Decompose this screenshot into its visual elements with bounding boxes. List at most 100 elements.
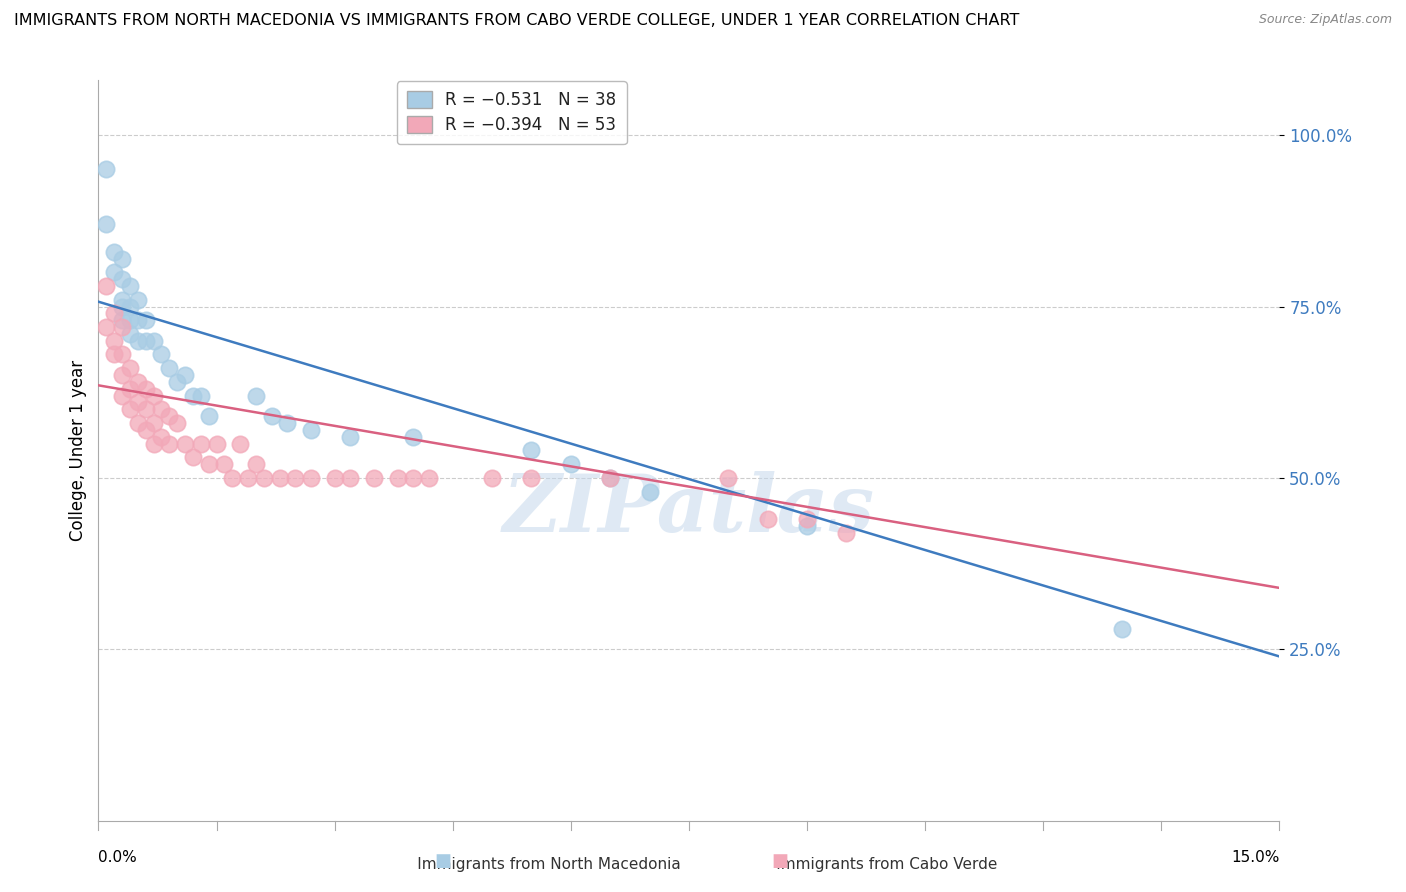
Point xyxy=(127,313,149,327)
Text: 0.0%: 0.0% xyxy=(98,850,138,865)
Point xyxy=(111,313,134,327)
Point xyxy=(174,368,197,382)
Point xyxy=(96,217,118,231)
Point xyxy=(418,471,440,485)
Point xyxy=(796,519,818,533)
Point xyxy=(174,436,197,450)
Point xyxy=(402,471,425,485)
Point xyxy=(111,347,134,361)
Point xyxy=(127,293,149,307)
Point xyxy=(127,416,149,430)
Point xyxy=(135,334,157,348)
Point xyxy=(150,347,173,361)
Point xyxy=(299,423,322,437)
Point xyxy=(276,416,298,430)
Y-axis label: College, Under 1 year: College, Under 1 year xyxy=(69,359,87,541)
Point xyxy=(560,457,582,471)
Point xyxy=(103,334,125,348)
Point xyxy=(118,313,141,327)
Point xyxy=(142,389,165,403)
Point xyxy=(260,409,283,424)
Point xyxy=(253,471,276,485)
Point xyxy=(135,423,157,437)
Point xyxy=(166,375,188,389)
Point xyxy=(245,389,267,403)
Point xyxy=(111,320,134,334)
Point xyxy=(520,471,543,485)
Point xyxy=(150,402,173,417)
Point xyxy=(402,430,425,444)
Point xyxy=(127,375,149,389)
Point xyxy=(103,306,125,320)
Point xyxy=(205,436,228,450)
Point xyxy=(520,443,543,458)
Point xyxy=(339,430,361,444)
Point xyxy=(363,471,385,485)
Point xyxy=(111,252,134,266)
Point xyxy=(323,471,346,485)
Point xyxy=(96,279,118,293)
Point xyxy=(157,361,180,376)
Point xyxy=(118,326,141,341)
Point xyxy=(111,389,134,403)
Point xyxy=(135,402,157,417)
Point xyxy=(111,368,134,382)
Legend: R = −0.531   N = 38, R = −0.394   N = 53: R = −0.531 N = 38, R = −0.394 N = 53 xyxy=(396,81,627,145)
Point xyxy=(118,402,141,417)
Point xyxy=(150,430,173,444)
Point xyxy=(190,389,212,403)
Point xyxy=(111,300,134,314)
Point xyxy=(103,347,125,361)
Point xyxy=(269,471,291,485)
Point xyxy=(181,450,204,465)
Point xyxy=(299,471,322,485)
Point xyxy=(197,457,219,471)
Point xyxy=(157,436,180,450)
Point xyxy=(135,313,157,327)
Point xyxy=(284,471,307,485)
Point xyxy=(96,162,118,177)
Text: ■: ■ xyxy=(772,852,789,870)
Point xyxy=(103,265,125,279)
Point xyxy=(221,471,243,485)
Text: 15.0%: 15.0% xyxy=(1232,850,1279,865)
Point xyxy=(245,457,267,471)
Text: Source: ZipAtlas.com: Source: ZipAtlas.com xyxy=(1258,13,1392,27)
Point xyxy=(197,409,219,424)
Text: Immigrants from Cabo Verde: Immigrants from Cabo Verde xyxy=(747,857,997,872)
Point xyxy=(118,300,141,314)
Point xyxy=(387,471,409,485)
Point xyxy=(835,525,858,540)
Point xyxy=(181,389,204,403)
Point xyxy=(1111,622,1133,636)
Point xyxy=(190,436,212,450)
Point xyxy=(166,416,188,430)
Point xyxy=(796,512,818,526)
Text: ■: ■ xyxy=(434,852,451,870)
Point xyxy=(118,361,141,376)
Point xyxy=(638,484,661,499)
Point xyxy=(118,279,141,293)
Point xyxy=(142,416,165,430)
Point xyxy=(481,471,503,485)
Text: Immigrants from North Macedonia: Immigrants from North Macedonia xyxy=(388,857,681,872)
Text: ZIPatlas: ZIPatlas xyxy=(503,471,875,549)
Point xyxy=(599,471,621,485)
Point xyxy=(118,382,141,396)
Point xyxy=(229,436,252,450)
Point xyxy=(214,457,236,471)
Point xyxy=(339,471,361,485)
Point xyxy=(127,395,149,409)
Text: IMMIGRANTS FROM NORTH MACEDONIA VS IMMIGRANTS FROM CABO VERDE COLLEGE, UNDER 1 Y: IMMIGRANTS FROM NORTH MACEDONIA VS IMMIG… xyxy=(14,13,1019,29)
Point xyxy=(111,293,134,307)
Point xyxy=(756,512,779,526)
Point xyxy=(135,382,157,396)
Point xyxy=(103,244,125,259)
Point xyxy=(111,272,134,286)
Point xyxy=(599,471,621,485)
Point xyxy=(127,334,149,348)
Point xyxy=(142,436,165,450)
Point xyxy=(236,471,259,485)
Point xyxy=(142,334,165,348)
Point xyxy=(96,320,118,334)
